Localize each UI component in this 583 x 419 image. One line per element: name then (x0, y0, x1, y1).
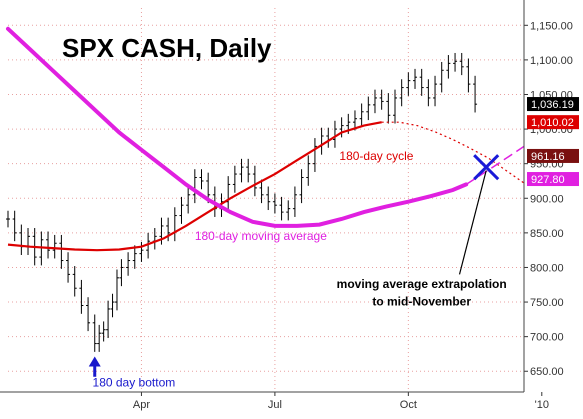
bottom-arrow-head (88, 356, 101, 367)
price-badge (527, 97, 579, 112)
price-badge-label: 1,036.19 (531, 99, 574, 111)
y-tick-label: 750.00 (530, 297, 564, 309)
price-badge-label: 961.16 (531, 151, 565, 163)
callout-line (458, 170, 487, 275)
x-tick-label: Jul (268, 399, 282, 411)
annotation-layer: 180-day cycle 180-day moving average movin… (88, 149, 507, 389)
annotation-ma-label: 180-day moving average (195, 229, 327, 243)
moving-average-line (6, 26, 469, 228)
y-tick-label: 650.00 (530, 366, 564, 378)
y-tick-label: 850.00 (530, 228, 564, 240)
price-badge (527, 148, 579, 163)
annotation-extrapolation-line1: moving average extrapolation (337, 277, 507, 291)
price-badge-label: 927.80 (531, 174, 565, 186)
y-tick-label: 800.00 (530, 262, 564, 274)
series-layer (6, 26, 525, 352)
x-tick-label: '10 (535, 399, 549, 411)
annotation-cycle-label: 180-day cycle (339, 149, 413, 163)
y-tick-label: 700.00 (530, 332, 564, 344)
price-badge-label: 1,010.02 (531, 117, 574, 129)
x-tick-label: Apr (133, 399, 150, 411)
price-badge (527, 172, 579, 187)
x-tick-label: Oct (400, 399, 417, 411)
y-tick-label: 1,100.00 (530, 55, 573, 67)
annotation-bottom-label: 180 day bottom (93, 375, 176, 389)
badge-layer: 1,036.19 1,010.02 961.16 927.80 (527, 97, 579, 187)
y-tick-label: 1,150.00 (530, 20, 573, 32)
cycle-line (7, 121, 382, 252)
price-badge (527, 115, 579, 130)
y-tick-label: 900.00 (530, 193, 564, 205)
moving-average-extrapolation-line (465, 145, 525, 186)
cross-marker (473, 154, 500, 181)
annotation-extrapolation-line2: to mid-November (372, 295, 471, 309)
chart-title: SPX CASH, Daily (62, 33, 272, 63)
